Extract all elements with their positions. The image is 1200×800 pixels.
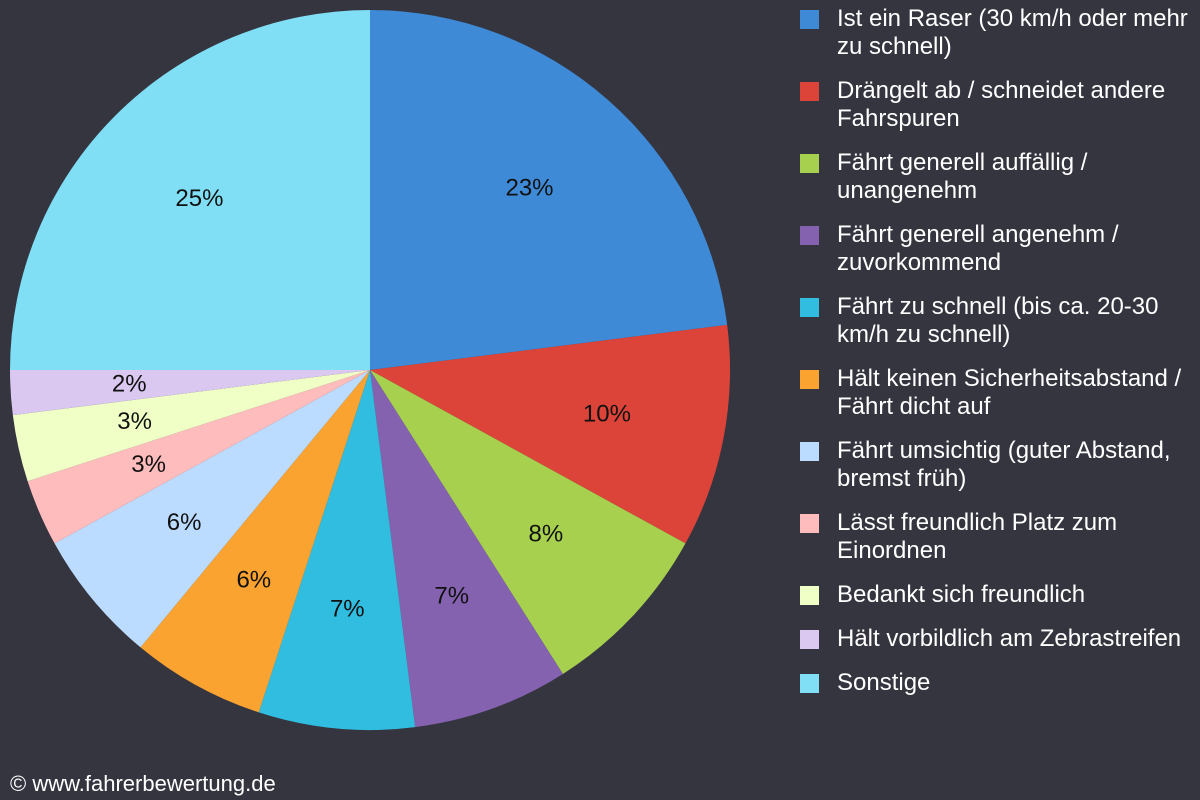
legend-item: Bedankt sich freundlich (800, 581, 1190, 609)
legend-item: Drängelt ab / schneidet andere Fahrspure… (800, 77, 1190, 133)
pie-slice (370, 370, 563, 728)
pie-slice (54, 370, 370, 648)
legend-item: Ist ein Raser (30 km/h oder mehr zu schn… (800, 5, 1190, 61)
legend-swatch (800, 586, 819, 605)
legend-label: Sonstige (837, 669, 931, 696)
legend-item: Hält keinen Sicherheitsabstand / Fährt d… (800, 365, 1190, 421)
data-label: 6% (167, 509, 202, 536)
data-label: 6% (236, 567, 271, 594)
pie-slice (10, 10, 370, 370)
legend-swatch (800, 298, 819, 317)
legend-label: Hält vorbildlich am Zebrastreifen (837, 625, 1182, 652)
legend-label: Fährt zu schnell (bis ca. 20-30 km/h zu … (837, 293, 1159, 348)
data-label: 2% (112, 370, 147, 397)
data-label: 3% (131, 451, 166, 478)
legend-label: Bedankt sich freundlich (837, 581, 1086, 608)
pie-slice (370, 324, 730, 544)
chart: 23% 10% 8% 7% 7% 6% 6% 3% 3% 2% 25% (10, 10, 730, 730)
legend-swatch (800, 226, 819, 245)
pie-slice (140, 370, 370, 713)
legend-label: Fährt generell auffällig / unangenehm (837, 149, 1088, 204)
legend-item: Fährt generell angenehm / zuvorkommend (800, 221, 1190, 277)
legend-label: Ist ein Raser (30 km/h oder mehr zu schn… (837, 5, 1188, 60)
pie-slice (370, 10, 728, 370)
footer: © www.fahrerbewertung.de (10, 771, 276, 796)
legend-label: Drängelt ab / schneidet andere Fahrspure… (837, 77, 1166, 132)
data-label: 3% (117, 408, 152, 435)
legend-item: Fährt generell auffällig / unangenehm (800, 149, 1190, 205)
legend-label: Hält keinen Sicherheitsabstand / Fährt d… (837, 365, 1182, 420)
pie-slice (27, 370, 370, 544)
legend-swatch (800, 514, 819, 533)
pie-slice (12, 370, 370, 482)
pie-slice (10, 370, 370, 416)
data-label: 25% (175, 185, 223, 212)
legend-swatch (800, 630, 819, 649)
legend-item: Hält vorbildlich am Zebrastreifen (800, 625, 1190, 653)
legend-swatch (800, 370, 819, 389)
pie-slice (258, 370, 416, 730)
legend-swatch (800, 674, 819, 693)
pie-slice (370, 370, 686, 674)
legend-item: Lässt freundlich Platz zum Einordnen (800, 509, 1190, 565)
legend-swatch (800, 82, 819, 101)
data-label: 7% (434, 582, 469, 609)
legend-item: Fährt umsichtig (guter Abstand, bremst f… (800, 437, 1190, 493)
legend-item: Fährt zu schnell (bis ca. 20-30 km/h zu … (800, 293, 1190, 349)
legend-label: Fährt generell angenehm / zuvorkommend (837, 221, 1119, 276)
legend-item: Sonstige (800, 669, 1190, 697)
legend-label: Fährt umsichtig (guter Abstand, bremst f… (837, 437, 1171, 492)
data-label: 10% (583, 401, 631, 428)
legend: Ist ein Raser (30 km/h oder mehr zu schn… (800, 5, 1190, 713)
data-label: 7% (330, 595, 365, 622)
legend-swatch (800, 442, 819, 461)
legend-swatch (800, 154, 819, 173)
data-label: 8% (528, 520, 563, 547)
legend-label: Lässt freundlich Platz zum Einordnen (837, 509, 1118, 564)
legend-swatch (800, 10, 819, 29)
data-label: 23% (505, 174, 553, 201)
